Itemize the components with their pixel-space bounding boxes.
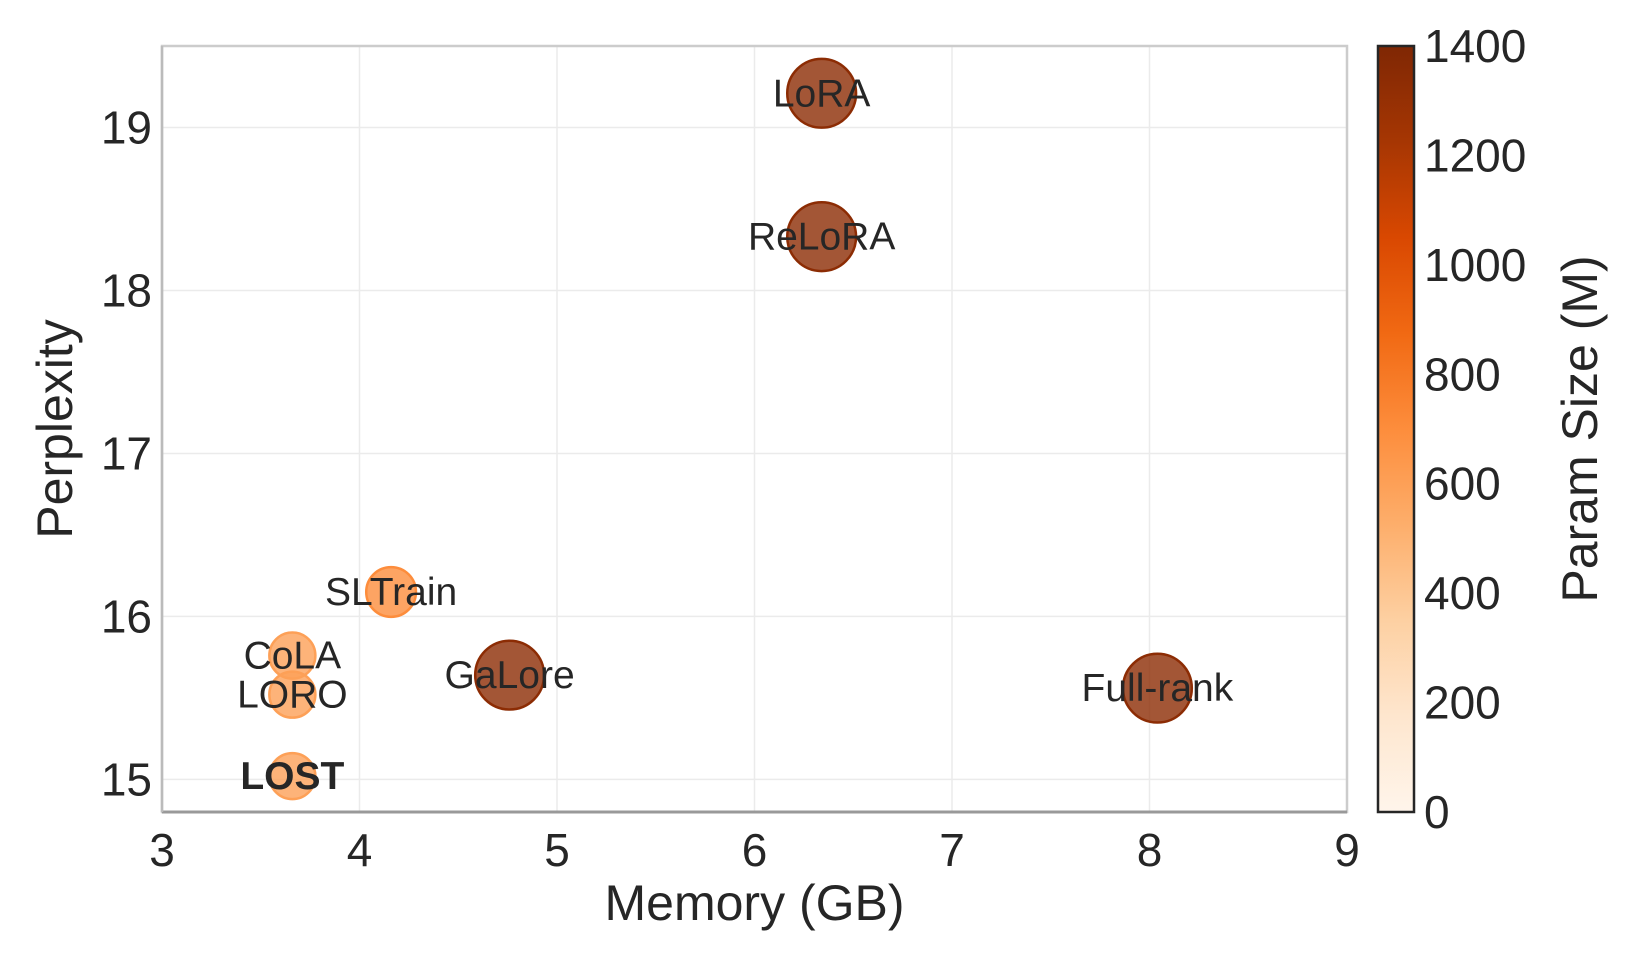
data-point [268, 670, 317, 719]
data-point [364, 565, 418, 619]
x-tick-label: 4 [347, 824, 373, 876]
point-label: GaLore [445, 654, 575, 697]
y-axis-label: Perplexity [27, 319, 83, 539]
x-axis-label: Memory (GB) [605, 875, 905, 931]
colorbar-tick-label: 1000 [1424, 239, 1526, 291]
point-label: ReLoRA [748, 216, 895, 259]
grid-lines [161, 46, 1348, 812]
colorbar: 0 200 400 600 800 1000 1200 1400 [1376, 20, 1526, 838]
y-tick-label: 15 [101, 753, 152, 805]
colorbar-tick-label: 1400 [1424, 20, 1526, 72]
colorbar-tick-label: 400 [1424, 567, 1501, 619]
data-point [785, 201, 858, 273]
colorbar-gradient [1376, 44, 1416, 814]
x-tick-label: 9 [1334, 824, 1360, 876]
point-label: LORO [237, 674, 348, 717]
axes: 3 4 5 6 7 8 9 15 16 17 18 19 [101, 46, 1360, 876]
data-point [268, 751, 317, 801]
y-tick-label: 19 [101, 101, 152, 153]
x-tick-label: 5 [544, 824, 570, 876]
colorbar-tick-label: 0 [1424, 786, 1450, 838]
data-point [1121, 652, 1194, 724]
data-point [785, 57, 858, 129]
x-tick-label: 6 [742, 824, 768, 876]
x-tick-label: 7 [939, 824, 965, 876]
colorbar-tick-label: 600 [1424, 458, 1501, 510]
point-label: LoRA [773, 72, 871, 115]
x-tick-label: 8 [1137, 824, 1163, 876]
colorbar-tick-label: 1200 [1424, 129, 1526, 181]
y-tick-label: 16 [101, 590, 152, 642]
y-tick-label: 18 [101, 264, 152, 316]
point-label: CoLA [244, 635, 342, 678]
x-tick-label: 3 [149, 824, 175, 876]
colorbar-label: Param Size (M) [1552, 255, 1608, 602]
y-tick-label: 17 [101, 427, 152, 479]
colorbar-tick-label: 800 [1424, 348, 1501, 400]
data-points [268, 57, 1194, 801]
point-label: SLTrain [325, 571, 457, 614]
colorbar-tick-label: 200 [1424, 677, 1501, 729]
data-point [473, 639, 546, 711]
point-label: Full-rank [1082, 667, 1234, 710]
point-label: LOST [240, 755, 344, 798]
